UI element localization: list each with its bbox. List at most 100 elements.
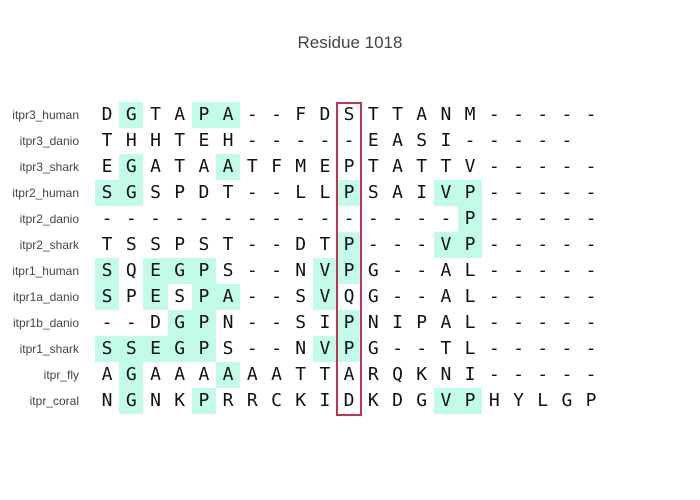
- residue-cell: -: [513, 260, 524, 281]
- residue-cell: G: [167, 258, 192, 284]
- row-label: itpr1b_danio: [12, 316, 79, 330]
- residue-cell: S: [198, 234, 210, 255]
- residue-cell: -: [488, 182, 500, 203]
- residue-cell: -: [585, 156, 597, 177]
- residue-cell: D: [101, 104, 113, 125]
- residue-cell: S: [150, 182, 161, 203]
- residue-cell: P: [174, 234, 186, 255]
- residue-cell: -: [271, 260, 282, 281]
- residue-cell: T: [174, 156, 186, 177]
- residue-cell: A: [392, 130, 403, 151]
- residue-cell: -: [392, 286, 403, 307]
- residue-cell: S: [150, 234, 161, 255]
- residue-cell: I: [464, 364, 476, 385]
- residue-cell: P: [458, 206, 483, 232]
- residue-cell: -: [585, 338, 597, 359]
- residue-cell: S: [125, 234, 137, 255]
- residue-cell: I: [319, 390, 331, 411]
- residue-cell: E: [101, 156, 113, 177]
- residue-cell: K: [174, 390, 186, 411]
- residue-cell: V: [312, 336, 337, 362]
- residue-cell: R: [367, 364, 379, 385]
- residue-cell: -: [585, 208, 597, 229]
- residue-cell: G: [119, 180, 144, 206]
- residue-cell: L: [464, 312, 476, 333]
- residue-cell: P: [191, 336, 216, 362]
- residue-cell: G: [367, 286, 379, 307]
- residue-cell: -: [488, 208, 500, 229]
- residue-cell: N: [101, 390, 113, 411]
- residue-cell: S: [95, 284, 120, 310]
- residue-cell: A: [216, 154, 241, 180]
- row-label: itpr3_human: [12, 108, 79, 122]
- residue-cell: P: [191, 258, 216, 284]
- residue-cell: V: [433, 232, 458, 258]
- residue-cell: -: [246, 130, 258, 151]
- residue-cell: -: [246, 234, 258, 255]
- residue-cell: F: [295, 104, 307, 125]
- residue-cell: A: [392, 156, 403, 177]
- residue-cell: -: [246, 208, 258, 229]
- residue-cell: A: [271, 364, 282, 385]
- residue-cell: -: [198, 208, 210, 229]
- residue-cell: -: [416, 208, 428, 229]
- row-label: itpr_fly: [43, 368, 79, 382]
- residue-cell: A: [198, 156, 210, 177]
- residue-cell: -: [246, 182, 258, 203]
- residue-cell: -: [101, 312, 113, 333]
- residue-cell: -: [246, 338, 258, 359]
- row-label: itpr2_shark: [19, 238, 79, 252]
- residue-cell: -: [488, 130, 500, 151]
- residue-cell: T: [319, 364, 331, 385]
- residue-cell: D: [198, 182, 210, 203]
- residue-cell: T: [392, 104, 403, 125]
- residue-cell: -: [367, 234, 379, 255]
- row-label: itpr3_danio: [19, 134, 79, 148]
- residue-cell: P: [337, 336, 362, 362]
- residue-cell: -: [537, 312, 549, 333]
- residue-cell: E: [367, 130, 379, 151]
- residue-cell: Q: [392, 364, 403, 385]
- residue-cell: -: [561, 234, 573, 255]
- residue-cell: -: [561, 312, 573, 333]
- residue-cell: N: [440, 104, 452, 125]
- residue-cell: L: [319, 182, 331, 203]
- residue-cell: G: [119, 154, 144, 180]
- residue-cell: -: [513, 104, 524, 125]
- residue-cell: -: [392, 234, 403, 255]
- residue-cell: K: [295, 390, 307, 411]
- residue-cell: F: [271, 156, 282, 177]
- residue-cell: P: [191, 284, 216, 310]
- residue-cell: -: [585, 364, 597, 385]
- residue-cell: S: [95, 180, 120, 206]
- residue-cell: -: [561, 286, 573, 307]
- residue-cell: -: [271, 312, 282, 333]
- residue-cell: -: [271, 208, 282, 229]
- residue-cell: V: [433, 388, 458, 414]
- residue-cell: T: [440, 156, 452, 177]
- residue-cell: -: [416, 338, 428, 359]
- residue-cell: M: [464, 104, 476, 125]
- row-label: itpr1a_danio: [12, 290, 79, 304]
- residue-cell: P: [191, 102, 216, 128]
- residue-cell: -: [271, 182, 282, 203]
- residue-cell: -: [125, 312, 137, 333]
- residue-cell: T: [319, 234, 331, 255]
- residue-cell: V: [464, 156, 476, 177]
- residue-cell: -: [488, 286, 500, 307]
- row-label: itpr2_danio: [19, 212, 79, 226]
- residue-cell: T: [222, 182, 234, 203]
- residue-cell: L: [295, 182, 307, 203]
- residue-cell: -: [416, 260, 428, 281]
- residue-cell: K: [416, 364, 428, 385]
- residue-cell: N: [295, 338, 307, 359]
- residue-cell: -: [392, 338, 403, 359]
- residue-cell: -: [416, 286, 428, 307]
- residue-cell: D: [150, 312, 161, 333]
- residue-cell: A: [440, 312, 452, 333]
- residue-cell: T: [367, 104, 379, 125]
- residue-cell: A: [198, 364, 210, 385]
- residue-cell: I: [319, 312, 331, 333]
- residue-cell: G: [119, 388, 144, 414]
- residue-cell: G: [167, 336, 192, 362]
